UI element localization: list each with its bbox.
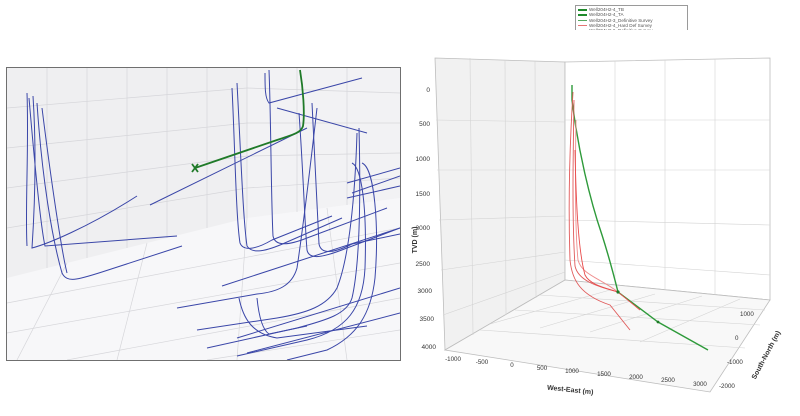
tvd-tick: 4000 <box>422 344 437 351</box>
legend-label: Well204H2-3_Definitive Survey <box>589 17 653 23</box>
floor-plane <box>7 198 400 360</box>
west-east-tick: 1000 <box>565 368 579 375</box>
wells-3d-closeup-view[interactable] <box>6 67 401 361</box>
south-north-tick: 1000 <box>740 311 754 318</box>
west-east-axis-ticks: -1000 -500 0 500 1000 1500 2000 2500 300… <box>445 356 707 388</box>
tvd-tick: 2000 <box>416 225 431 232</box>
legend-item: Well204H2-3_Definitive Survey <box>578 18 685 23</box>
west-east-tick: 1500 <box>597 371 611 378</box>
west-east-tick: -1000 <box>445 356 461 363</box>
tvd-tick: 3500 <box>420 316 435 323</box>
legend-swatch <box>578 8 587 11</box>
legend-label: Well204H2-4_TB <box>589 7 624 12</box>
south-north-tick: -2000 <box>719 383 735 390</box>
legend-item: Well204H2-4_Hard Def Survey <box>578 23 685 28</box>
tvd-tick: 500 <box>419 121 430 128</box>
tvd-tick: 0 <box>426 87 430 94</box>
south-north-tick: -1000 <box>727 359 743 366</box>
well-trajectories <box>25 69 400 360</box>
legend-swatch <box>578 19 587 21</box>
legend-item: Well204H2-4_TB <box>578 7 685 12</box>
floor <box>443 279 771 393</box>
west-east-tick: 3000 <box>693 381 707 388</box>
closeup-canvas <box>7 68 400 360</box>
west-east-tick: 2000 <box>629 374 643 381</box>
selected-well-trajectory <box>191 69 305 173</box>
legend-swatch <box>578 25 587 27</box>
west-east-tick: 0 <box>510 362 514 369</box>
legend-label: Well204H2-4_Hard Def Survey <box>589 22 652 28</box>
legend-swatch <box>578 13 587 16</box>
plot-trajectories <box>568 85 709 351</box>
tvd-axis-label: TVD (m) <box>412 227 419 254</box>
wells-3d-plot[interactable]: 0 500 1000 1500 2000 2500 3000 3500 4000… <box>410 30 790 410</box>
grid-lines <box>7 68 400 360</box>
west-east-tick: 500 <box>537 365 548 372</box>
south-north-axis-ticks: 1000 0 -1000 -2000 <box>719 311 754 390</box>
legend-item: Well204H2-4_TA <box>578 12 685 17</box>
legend-label: Well204H2-4_TA <box>589 12 624 18</box>
tvd-tick: 1500 <box>416 191 431 198</box>
tvd-tick: 2500 <box>416 261 431 268</box>
west-east-axis-label: West-East (m) <box>547 385 594 397</box>
tvd-tick: 3000 <box>418 288 433 295</box>
plot-grid <box>435 57 771 349</box>
west-east-tick: 2500 <box>661 377 675 384</box>
south-north-axis-label: South-North (m) <box>751 330 782 381</box>
west-east-tick: -500 <box>476 359 489 366</box>
south-north-tick: 0 <box>735 335 739 342</box>
plot-canvas: 0 500 1000 1500 2000 2500 3000 3500 4000… <box>412 57 782 397</box>
tvd-axis-ticks: 0 500 1000 1500 2000 2500 3000 3500 4000 <box>416 87 437 351</box>
right-wall <box>564 57 771 301</box>
tvd-tick: 1000 <box>416 156 431 163</box>
